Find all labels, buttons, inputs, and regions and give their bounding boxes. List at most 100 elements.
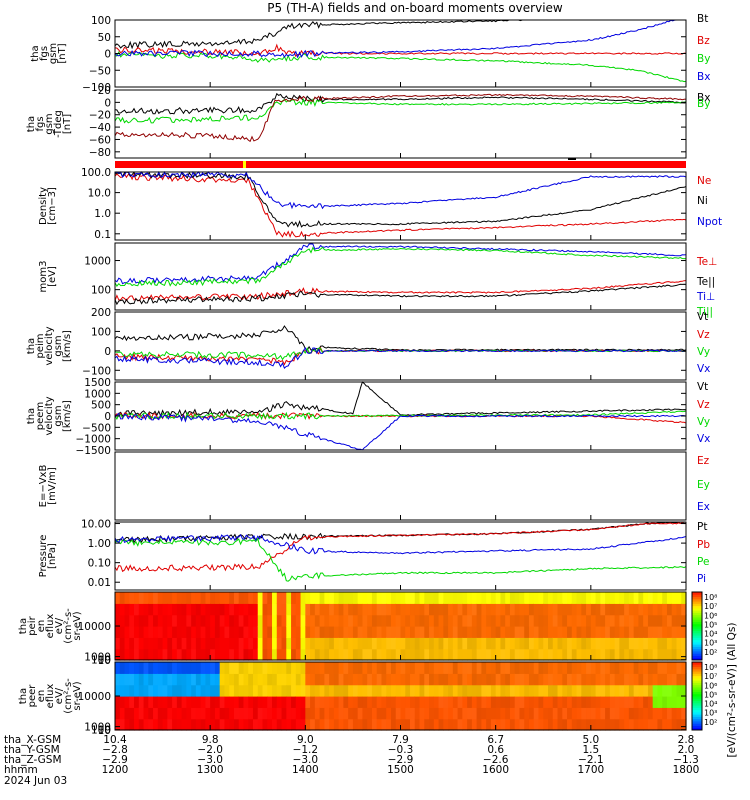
colorbar-tick-label: 10⁴ <box>704 700 717 709</box>
spectrogram-cell <box>500 648 506 661</box>
spectrogram-cell <box>448 592 454 604</box>
spectrogram-cell <box>252 684 259 697</box>
spectrogram-cell <box>476 684 482 697</box>
spectrogram-cell <box>581 592 587 604</box>
spectrogram-cell <box>286 684 292 697</box>
spectrogram-cell <box>148 662 154 674</box>
spectrogram-cell <box>124 673 130 686</box>
spectrogram-cell <box>414 626 421 638</box>
spectrogram-cell <box>419 626 425 638</box>
spectrogram-cell <box>628 614 635 627</box>
y-axis-label: tha <box>26 338 37 354</box>
spectrogram-cell <box>429 614 435 627</box>
spectrogram-cell <box>252 648 259 661</box>
spectrogram-cell <box>657 614 663 627</box>
spectrogram-cell <box>595 648 601 661</box>
spectrogram-cell <box>452 648 459 661</box>
spectrogram-cell <box>676 614 682 627</box>
spectrogram-cell <box>386 603 392 616</box>
colorbar-tick-label: 10⁶ <box>704 611 717 620</box>
y-tick-label: 10000 <box>78 621 111 633</box>
spectrogram-cell <box>381 648 387 661</box>
spectrogram-cell <box>524 696 530 708</box>
spectrogram-cell <box>443 603 449 616</box>
spectrogram-cell <box>319 684 325 697</box>
colorbar-cell <box>692 630 702 634</box>
spectrogram-cell <box>410 696 416 708</box>
spectrogram-cell <box>262 648 268 661</box>
spectrogram-cell <box>252 696 259 708</box>
spectrogram-cell <box>248 696 254 708</box>
spectrogram-cell <box>457 626 463 638</box>
spectrogram-cell <box>652 592 659 604</box>
spectrogram-cell <box>548 684 554 697</box>
spectrogram-cell <box>600 673 606 686</box>
spectrogram-cell <box>172 673 178 686</box>
spectrogram-cell <box>581 637 587 650</box>
spectrogram-cell <box>505 718 511 731</box>
spectrogram-cell <box>390 696 397 708</box>
spectrogram-cell <box>395 603 402 616</box>
spectrogram-cell <box>419 592 425 604</box>
spectrogram-cell <box>643 614 649 627</box>
y-axis-label: peim <box>35 333 46 358</box>
spectrogram-cell <box>586 673 592 686</box>
spectrogram-cell <box>343 637 349 650</box>
spectrogram-cell <box>652 684 659 697</box>
spectrogram-cell <box>624 626 630 638</box>
spectrogram-cell <box>567 718 573 731</box>
spectrogram-cell <box>676 718 682 731</box>
spectrogram-cell <box>272 673 278 686</box>
spectrogram-cell <box>571 696 578 708</box>
spectrogram-cell <box>528 696 535 708</box>
spectrogram-cell <box>252 707 259 720</box>
spectrogram-cell <box>633 637 640 650</box>
spectrogram-cell <box>662 603 668 616</box>
spectrogram-cell <box>267 673 273 686</box>
colorbar-cell <box>692 605 702 609</box>
spectrogram-cell <box>567 648 573 661</box>
spectrogram-cell <box>195 718 202 731</box>
y-axis-label: [nT] <box>57 43 68 63</box>
spectrogram-cell <box>281 684 287 697</box>
spectrogram-cell <box>505 626 511 638</box>
y-tick-label: 100 <box>91 725 111 737</box>
spectrogram-cell <box>571 614 578 627</box>
spectrogram-cell <box>148 614 154 627</box>
y-tick-label: 100 <box>91 655 111 667</box>
spectrogram-cell <box>624 673 630 686</box>
spectrogram-cell <box>652 626 659 638</box>
spectrogram-cell <box>400 626 406 638</box>
spectrogram-cell <box>386 614 392 627</box>
spectrogram-cell <box>462 626 468 638</box>
spectrogram-cell <box>500 673 506 686</box>
legend-Pt: Pt <box>697 521 707 533</box>
spectrogram-cell <box>548 614 554 627</box>
spectrogram-cell <box>486 707 492 720</box>
spectrogram-cell <box>348 626 354 638</box>
panels: 100500−50−100thafgsgsm[nT]BtBzByBx200−20… <box>18 13 722 737</box>
spectrogram-cell <box>676 648 682 661</box>
spectrogram-cell <box>167 718 173 731</box>
spectrogram-cell <box>657 673 663 686</box>
spectrogram-cell <box>195 673 202 686</box>
spectrogram-cell <box>586 626 592 638</box>
spectrogram-cell <box>329 592 335 604</box>
y-tick-label: 200 <box>91 307 111 319</box>
x-axis-tick-value: 1500 <box>387 764 414 776</box>
spectrogram-cell <box>210 614 216 627</box>
legend-Vz: Vz <box>697 399 710 411</box>
spectrogram-cell <box>276 684 283 697</box>
spectrogram-cell <box>514 637 521 650</box>
spectrogram-cell <box>200 696 207 708</box>
spectrogram-cell <box>195 626 202 638</box>
spectrogram-cell <box>509 603 516 616</box>
spectrogram-cell <box>343 662 349 674</box>
spectrogram-cell <box>481 614 487 627</box>
y-axis-label: peem <box>35 402 46 430</box>
spectrogram-cell <box>172 648 178 661</box>
spectrogram-cell <box>514 662 521 674</box>
spectrogram-cell <box>576 707 582 720</box>
spectrogram-cell <box>153 614 159 627</box>
